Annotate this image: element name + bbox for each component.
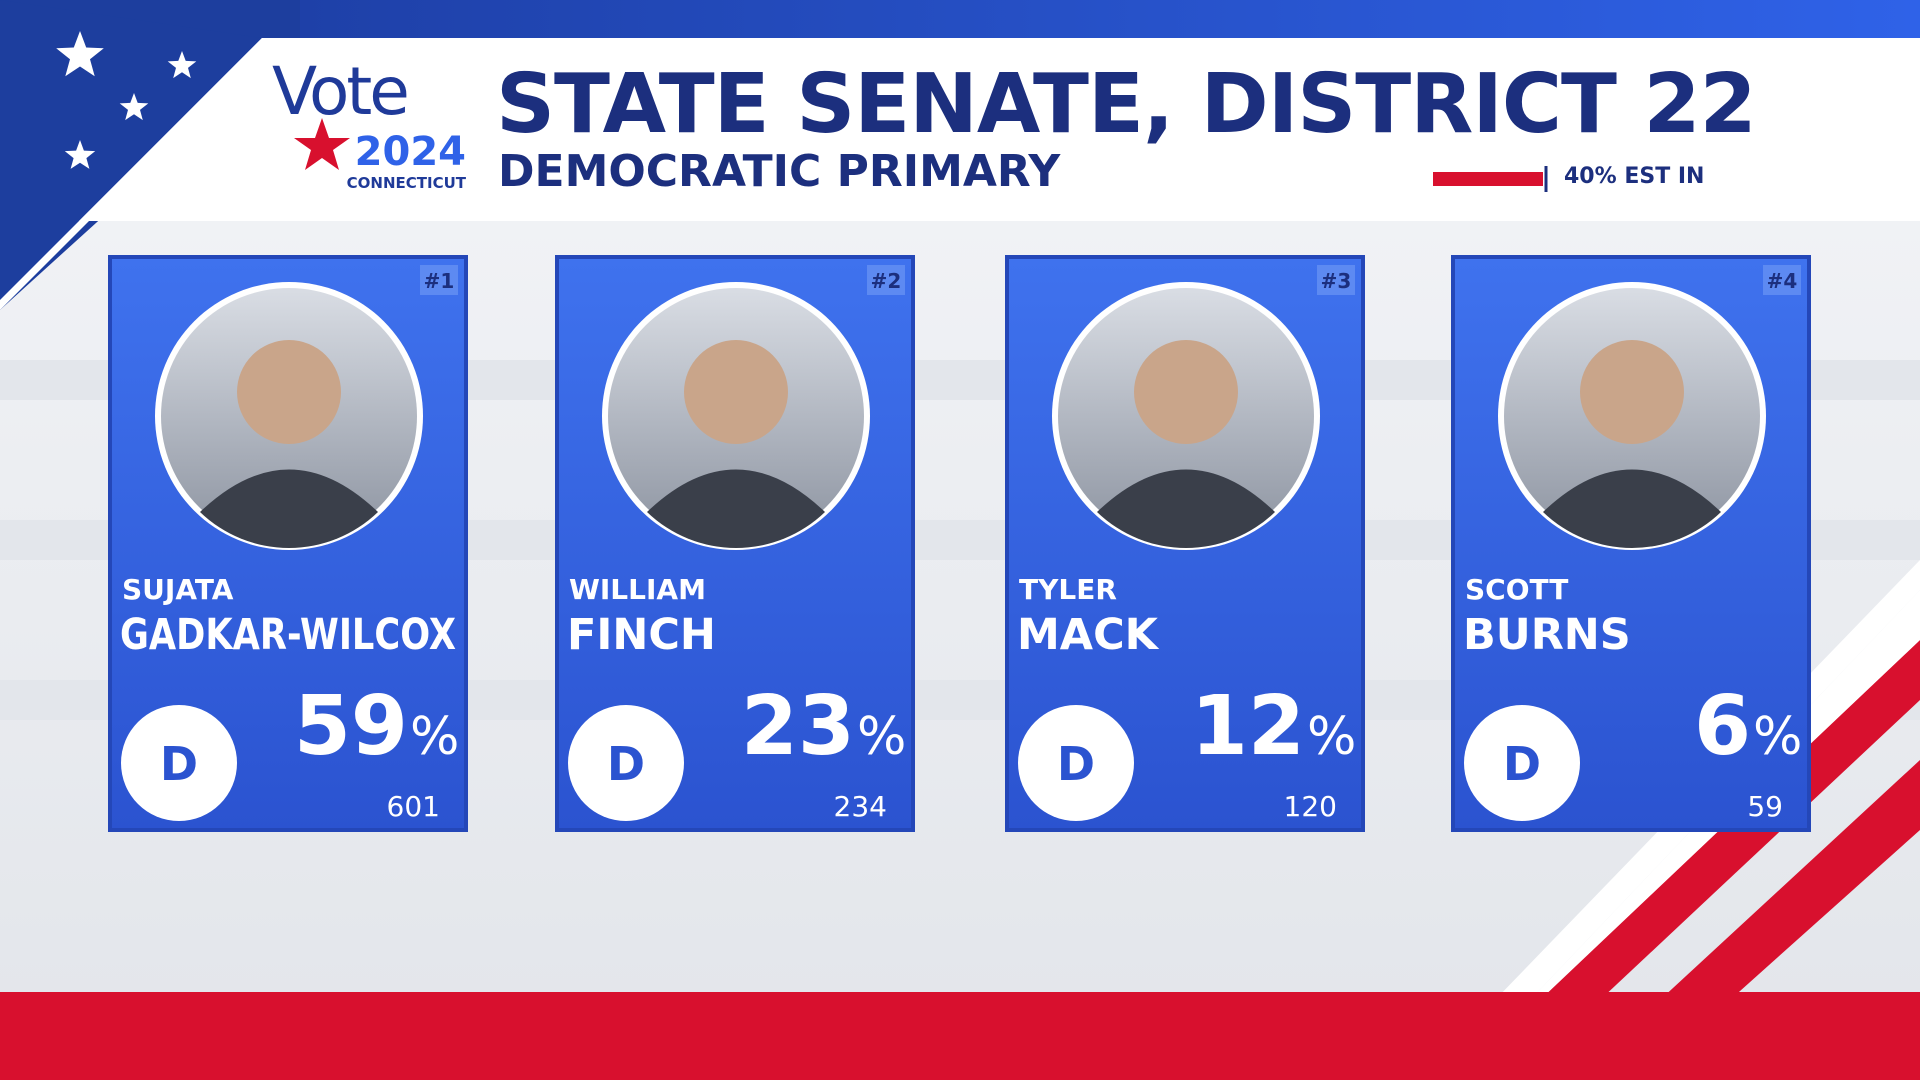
first-name: WILLIAM (569, 573, 706, 606)
party-badge (121, 705, 237, 821)
reporting-label: 40% EST IN (1564, 164, 1704, 189)
first-name: SUJATA (122, 573, 234, 606)
last-name: MACK (1017, 610, 1160, 660)
star (119, 93, 149, 121)
percent: 6 (1694, 679, 1751, 774)
star (56, 31, 104, 77)
photo-shoulders (1097, 469, 1275, 549)
last-name: GADKAR-WILCOX (120, 610, 456, 660)
logo-year: 2024 (355, 129, 466, 175)
party-badge (1018, 705, 1134, 821)
rank: #4 (1767, 269, 1798, 293)
rank: #3 (1321, 269, 1352, 293)
rank-badge (1763, 265, 1801, 295)
star (167, 51, 197, 79)
photo-head (237, 340, 341, 444)
party: D (1503, 737, 1541, 791)
subtitle: DEMOCRATIC PRIMARY (498, 146, 1061, 197)
photo-head (1134, 340, 1238, 444)
rank-badge (867, 265, 905, 295)
first-name: TYLER (1019, 573, 1117, 606)
last-name: FINCH (567, 610, 716, 660)
first-name: SCOTT (1465, 573, 1568, 606)
candidate-card: #1 SUJATA GADKAR-WILCOX D 59 % 601 (108, 255, 468, 832)
reporting-bar (1433, 172, 1543, 186)
rank: #1 (424, 269, 455, 293)
percent: 23 (741, 679, 855, 774)
candidate-card: #4 SCOTT BURNS D 6 % 59 (1451, 255, 1811, 832)
party-badge (568, 705, 684, 821)
rank-badge (1317, 265, 1355, 295)
star (64, 140, 96, 169)
percent: 59 (294, 679, 408, 774)
corner-edge (0, 38, 272, 310)
candidate-card: #3 TYLER MACK D 12 % 120 (1005, 255, 1365, 832)
rank-badge (420, 265, 458, 295)
stars (56, 31, 197, 169)
rank: #2 (871, 269, 902, 293)
photo-shoulders (1543, 469, 1721, 549)
photo-head (1580, 340, 1684, 444)
party: D (160, 737, 198, 791)
party-badge (1464, 705, 1580, 821)
logo-star (294, 118, 350, 170)
votes: 120 (1284, 790, 1337, 823)
votes: 601 (387, 790, 440, 823)
party: D (607, 737, 645, 791)
logo-state: CONNECTICUT (347, 174, 467, 192)
photo-shoulders (200, 469, 378, 549)
photo-head (684, 340, 788, 444)
flag-red (1660, 760, 1920, 1000)
last-name: BURNS (1463, 610, 1631, 660)
party: D (1057, 737, 1095, 791)
percent-sign: % (857, 707, 906, 767)
photo-shoulders (647, 469, 825, 549)
title: STATE SENATE, DISTRICT 22 (496, 57, 1756, 152)
percent-sign: % (410, 707, 459, 767)
candidate-card: #2 WILLIAM FINCH D 23 % 234 (555, 255, 915, 832)
percent: 12 (1191, 679, 1305, 774)
logo-word: Vote (272, 53, 407, 130)
bottom-band (0, 992, 1920, 1080)
top-band (0, 0, 1920, 38)
votes: 234 (834, 790, 887, 823)
percent-sign: % (1753, 707, 1802, 767)
votes: 59 (1747, 790, 1783, 823)
percent-sign: % (1307, 707, 1356, 767)
